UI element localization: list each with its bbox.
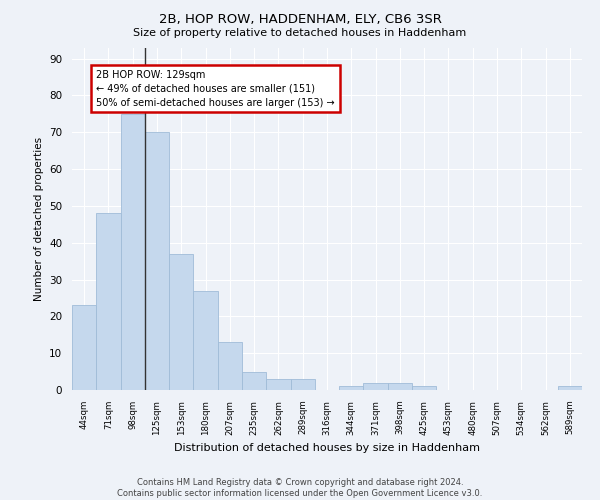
Bar <box>193 290 218 390</box>
Text: 2B HOP ROW: 129sqm
← 49% of detached houses are smaller (151)
50% of semi-detach: 2B HOP ROW: 129sqm ← 49% of detached hou… <box>96 70 335 108</box>
Bar <box>96 213 121 390</box>
Bar <box>72 306 96 390</box>
X-axis label: Distribution of detached houses by size in Haddenham: Distribution of detached houses by size … <box>174 443 480 453</box>
Bar <box>364 382 388 390</box>
Text: 2B, HOP ROW, HADDENHAM, ELY, CB6 3SR: 2B, HOP ROW, HADDENHAM, ELY, CB6 3SR <box>158 12 442 26</box>
Bar <box>339 386 364 390</box>
Bar <box>121 114 145 390</box>
Bar <box>266 379 290 390</box>
Bar <box>218 342 242 390</box>
Bar <box>145 132 169 390</box>
Bar <box>242 372 266 390</box>
Text: Size of property relative to detached houses in Haddenham: Size of property relative to detached ho… <box>133 28 467 38</box>
Y-axis label: Number of detached properties: Number of detached properties <box>34 136 44 301</box>
Bar <box>290 379 315 390</box>
Bar <box>388 382 412 390</box>
Bar <box>169 254 193 390</box>
Bar <box>558 386 582 390</box>
Bar <box>412 386 436 390</box>
Text: Contains HM Land Registry data © Crown copyright and database right 2024.
Contai: Contains HM Land Registry data © Crown c… <box>118 478 482 498</box>
